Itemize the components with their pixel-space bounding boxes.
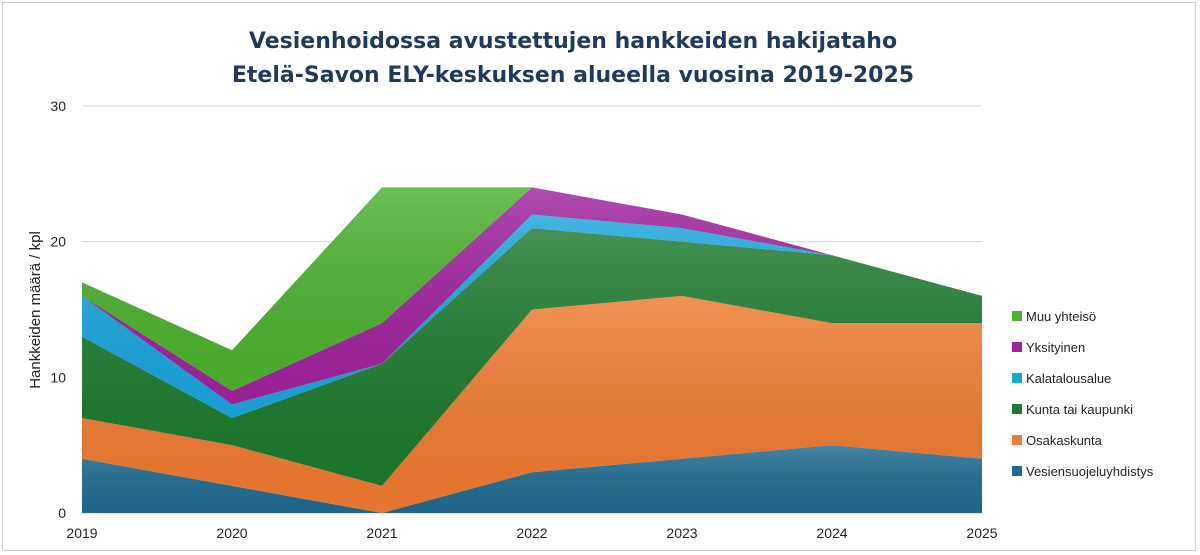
x-tick-2022: 2022	[516, 525, 547, 541]
chart-title: Vesienhoidossa avustettujen hankkeiden h…	[3, 25, 1143, 93]
legend-swatch	[1012, 342, 1022, 352]
legend: Muu yhteisö Yksityinen Kalatalousalue Kunta…	[1012, 309, 1154, 479]
legend-swatch	[1012, 404, 1022, 414]
x-tick-2020: 2020	[216, 525, 247, 541]
legend-item-Yksityinen: Yksityinen	[1012, 340, 1085, 355]
area-shade-1	[82, 295, 982, 513]
legend-label: Kalatalousalue	[1026, 371, 1111, 386]
area-shade-4	[82, 187, 982, 405]
legend-label: Yksityinen	[1026, 340, 1085, 355]
legend-item-Kalatalousalue: Kalatalousalue	[1012, 371, 1111, 386]
legend-label: Kunta tai kaupunki	[1026, 402, 1133, 417]
area-shade-2	[82, 228, 982, 486]
legend-swatch	[1012, 466, 1022, 476]
legend-item-Muu yhteisö: Muu yhteisö	[1012, 309, 1096, 324]
y-tick-0: 0	[58, 505, 66, 521]
area-Kunta tai kaupunki	[82, 228, 982, 486]
area-shade-0	[82, 445, 982, 513]
y-axis-label: Hankkeiden määrä / kpl	[27, 231, 44, 389]
legend-swatch	[1012, 373, 1022, 383]
chart-title-line-1: Vesienhoidossa avustettujen hankkeiden h…	[248, 29, 898, 54]
area-Vesiensuojeluyhdistys	[82, 445, 982, 513]
x-tick-labels: 2019 2020 2021 2022 2023 2024 2025	[66, 525, 997, 541]
y-tick-30: 30	[50, 98, 66, 114]
series-areas	[82, 187, 982, 513]
x-tick-2021: 2021	[366, 525, 397, 541]
legend-label: Muu yhteisö	[1026, 309, 1096, 324]
legend-swatch	[1012, 435, 1022, 445]
chart-title-line-2: Etelä-Savon ELY-keskuksen alueella vuosi…	[231, 63, 915, 88]
area-Osakaskunta	[82, 295, 982, 513]
legend-item-Osakaskunta: Osakaskunta	[1012, 433, 1103, 448]
x-tick-2024: 2024	[816, 525, 847, 541]
area-shade-5	[82, 187, 982, 391]
y-tick-20: 20	[50, 234, 66, 250]
y-tick-10: 10	[50, 369, 66, 385]
legend-item-Kunta tai kaupunki: Kunta tai kaupunki	[1012, 402, 1133, 417]
legend-item-Vesiensuojeluyhdistys: Vesiensuojeluyhdistys	[1012, 464, 1154, 479]
legend-label: Vesiensuojeluyhdistys	[1026, 464, 1154, 479]
area-Muu yhteisö	[82, 187, 982, 391]
x-tick-2019: 2019	[66, 525, 97, 541]
legend-swatch	[1012, 311, 1022, 321]
x-tick-2025: 2025	[966, 525, 997, 541]
area-Yksityinen	[82, 187, 982, 405]
x-tick-2023: 2023	[666, 525, 697, 541]
legend-label: Osakaskunta	[1026, 433, 1103, 448]
y-tick-labels: 0 10 20 30	[50, 98, 66, 521]
